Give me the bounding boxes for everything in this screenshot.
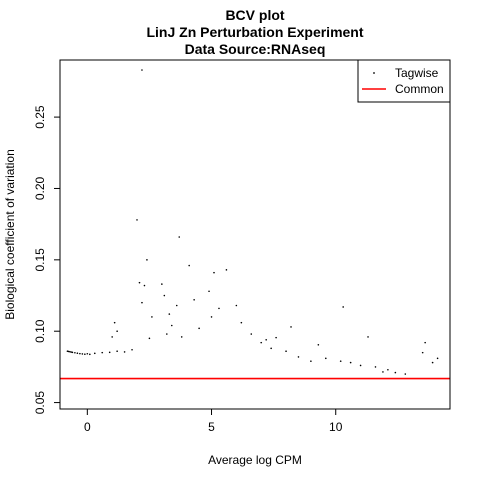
- x-tick-label: 5: [208, 420, 215, 434]
- tagwise-point: [81, 353, 84, 355]
- tagwise-point: [188, 264, 190, 267]
- tagwise-point: [265, 338, 267, 341]
- x-axis: 0 5 10: [84, 409, 343, 434]
- tagwise-point: [138, 281, 141, 284]
- tagwise-point: [141, 301, 143, 304]
- tagwise-point: [108, 351, 111, 354]
- tagwise-point: [240, 321, 243, 324]
- legend-tagwise-label: Tagwise: [395, 66, 439, 80]
- tagwise-point: [163, 294, 166, 297]
- tagwise-point: [193, 299, 195, 301]
- legend: Tagwise Common: [357, 59, 451, 103]
- tagwise-point: [342, 306, 344, 308]
- tagwise-point: [198, 327, 200, 330]
- tagwise-point: [116, 330, 118, 333]
- tagwise-point: [86, 352, 89, 355]
- tagwise-point: [143, 284, 146, 287]
- tagwise-point: [123, 351, 126, 353]
- tagwise-point: [71, 351, 74, 354]
- tagwise-point: [70, 351, 72, 353]
- tagwise-point: [297, 356, 300, 358]
- tagwise-point: [113, 321, 116, 324]
- legend-common-label: Common: [395, 82, 444, 96]
- tagwise-point: [260, 341, 263, 344]
- tagwise-point: [285, 350, 287, 352]
- tagwise-point: [79, 352, 81, 355]
- x-tick-label: 10: [329, 420, 343, 434]
- tagwise-point: [131, 348, 133, 351]
- tagwise-point: [431, 361, 434, 364]
- tagwise-point: [225, 269, 228, 271]
- tagwise-point: [210, 316, 213, 318]
- tagwise-point: [218, 307, 220, 310]
- tagwise-point: [76, 352, 79, 354]
- y-tick-label: 0.15: [33, 248, 47, 272]
- tagwise-point: [421, 351, 424, 354]
- tagwise-point: [382, 371, 384, 373]
- y-tick-label: 0.10: [33, 319, 47, 343]
- tagwise-point: [89, 353, 91, 356]
- legend-box: [357, 59, 451, 103]
- chart-title-line-1: BCV plot: [225, 7, 284, 23]
- tagwise-point: [66, 350, 69, 352]
- y-tick-label: 0.25: [33, 105, 47, 129]
- tagwise-point: [374, 366, 377, 368]
- tagwise-point: [175, 304, 178, 307]
- tagwise-point: [116, 350, 118, 352]
- y-axis: 0.05 0.10 0.15 0.20 0.25: [33, 105, 60, 414]
- y-tick-label: 0.05: [33, 391, 47, 415]
- chart-title-line-2: LinJ Zn Perturbation Experiment: [146, 24, 363, 40]
- tagwise-point: [394, 371, 397, 374]
- tagwise-point: [148, 337, 151, 340]
- tagwise-point: [339, 360, 342, 362]
- y-tick-label: 0.20: [33, 176, 47, 200]
- tagwise-point: [387, 368, 389, 371]
- tagwise-point: [250, 333, 253, 335]
- tagwise-point: [349, 361, 352, 364]
- tagwise-point: [170, 324, 173, 327]
- chart-title-line-3: Data Source:RNAseq: [185, 41, 326, 57]
- tagwise-point: [290, 326, 292, 328]
- tagwise-point: [168, 313, 171, 315]
- y-axis-label: Biological coefficient of variation: [3, 149, 17, 320]
- tagwise-point: [101, 351, 104, 354]
- legend-tagwise-symbol: [373, 72, 375, 74]
- tagwise-point: [213, 271, 215, 274]
- tagwise-point: [111, 336, 113, 338]
- tagwise-point: [270, 347, 272, 350]
- tagwise-point: [359, 364, 362, 367]
- tagwise-point: [180, 336, 183, 338]
- tagwise-point: [161, 283, 163, 285]
- tagwise-point: [310, 360, 312, 362]
- tagwise-point: [151, 316, 153, 318]
- tagwise-point: [317, 343, 320, 346]
- tagwise-point: [69, 350, 71, 353]
- tagwise-points: [66, 69, 439, 375]
- tagwise-point: [325, 357, 327, 360]
- tagwise-point: [84, 353, 86, 355]
- tagwise-point: [146, 259, 148, 261]
- tagwise-point: [275, 336, 277, 339]
- tagwise-point: [208, 290, 210, 293]
- tagwise-point: [67, 350, 70, 353]
- tagwise-point: [93, 352, 96, 355]
- tagwise-point: [74, 351, 76, 354]
- tagwise-point: [136, 219, 138, 221]
- tagwise-point: [436, 357, 439, 360]
- x-tick-label: 0: [84, 420, 91, 434]
- tagwise-point: [235, 304, 238, 307]
- tagwise-point: [166, 333, 168, 335]
- tagwise-point: [367, 336, 369, 338]
- tagwise-point: [424, 341, 426, 344]
- tagwise-point: [141, 69, 143, 71]
- x-axis-label: Average log CPM: [208, 453, 302, 467]
- tagwise-point: [404, 373, 407, 375]
- plot-frame: [59, 59, 451, 410]
- tagwise-point: [178, 236, 181, 238]
